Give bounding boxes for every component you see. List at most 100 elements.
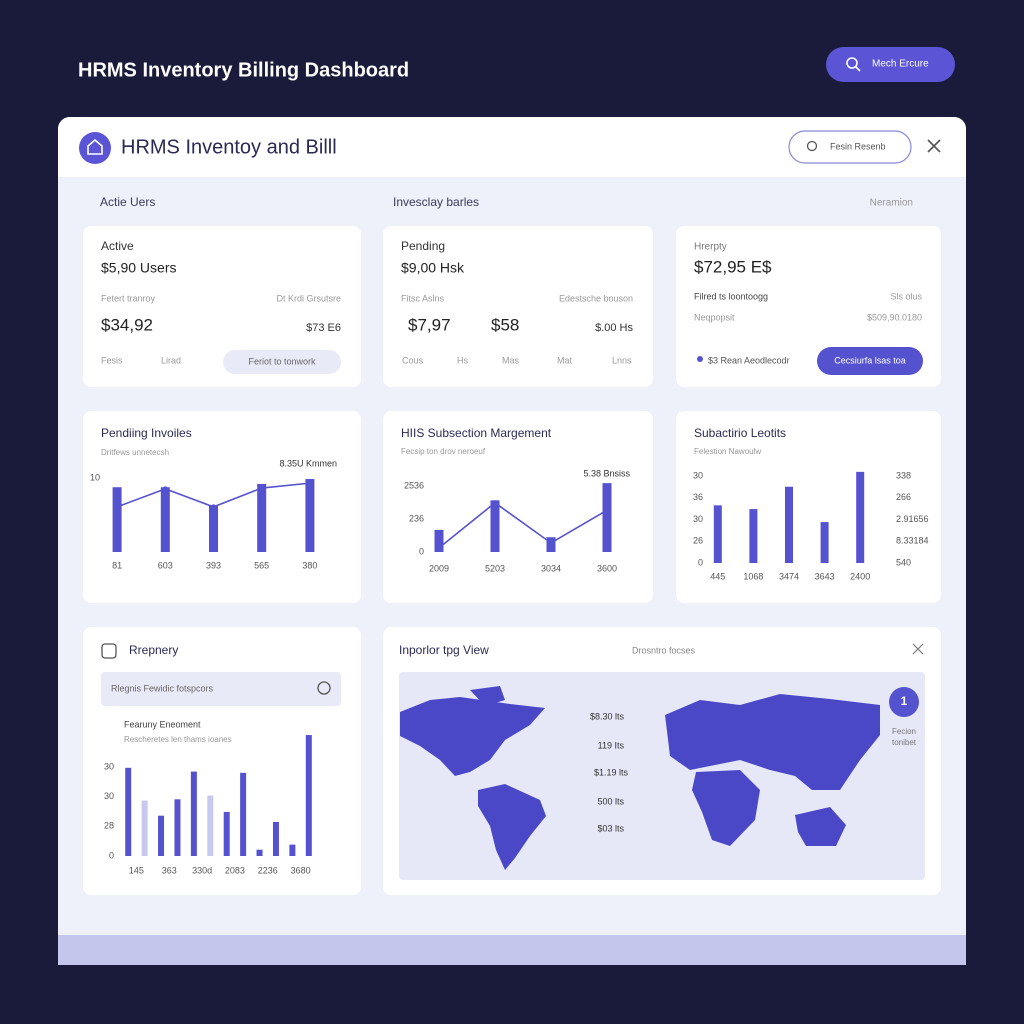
bar (160, 487, 170, 552)
y-tick-label: 2.91656 (896, 514, 929, 524)
button-label: Mech Ercure (872, 59, 929, 70)
label: $7,97 (408, 315, 451, 334)
x-tick-label: 2236 (258, 865, 278, 875)
bar (125, 767, 132, 856)
x-tick-label: 3680 (291, 865, 311, 875)
continent (400, 697, 545, 776)
label: Hrerpty (694, 242, 727, 253)
bar (174, 799, 181, 856)
section-title: Invesclay barles (393, 195, 479, 209)
bar (209, 505, 218, 552)
card (676, 226, 941, 387)
continent (795, 807, 846, 846)
card (83, 226, 361, 387)
card (83, 411, 361, 603)
bar (112, 487, 122, 552)
x-tick-label: 5203 (485, 563, 505, 573)
label: Hs (457, 355, 468, 365)
y-tick-label: 236 (409, 513, 424, 523)
line-point (548, 540, 554, 546)
label: Lirad (161, 355, 181, 365)
label: Fesis (101, 355, 123, 365)
label: Filred ts loontoogg (694, 291, 768, 301)
bar (141, 800, 148, 856)
close-button[interactable] (912, 643, 924, 655)
label: $58 (491, 315, 519, 334)
card-title: Inporlor tpg View (399, 643, 489, 657)
refresh-icon[interactable] (317, 681, 331, 695)
line (438, 501, 608, 549)
bar (713, 505, 722, 563)
map-label: $8.30 lts (590, 711, 625, 721)
search-icon (806, 140, 818, 152)
annotation: 5.38 Bnsiss (583, 468, 630, 478)
map-label: $1.19 lts (594, 767, 629, 777)
x-tick-label: 3600 (597, 563, 617, 573)
x-tick-label: 380 (302, 560, 317, 570)
line-point (114, 504, 120, 510)
y-tick-label: 10 (90, 472, 100, 482)
label: Cous (402, 355, 424, 365)
bar (257, 483, 267, 552)
window-search[interactable] (788, 130, 912, 164)
search-icon (846, 57, 858, 69)
bar (207, 795, 214, 856)
world-map (400, 686, 880, 870)
chart-title: HIIS Subsection Margement (401, 426, 552, 440)
bar (289, 844, 296, 856)
x-tick-label: 445 (710, 571, 725, 581)
close-button[interactable] (927, 139, 941, 153)
search-label: Rlegnis Fewidic fotspcors (111, 683, 214, 693)
x-tick-label: 363 (162, 865, 177, 875)
bar (749, 509, 758, 563)
continent (665, 694, 880, 790)
search-bar[interactable] (101, 672, 341, 706)
badge-caption: Fecion (892, 727, 916, 736)
chart-subtitle: Fearuny Eneoment (124, 719, 201, 729)
y-tick-label: 266 (896, 492, 911, 502)
label: $9,00 Hsk (401, 260, 465, 276)
search-icon (855, 66, 861, 72)
line-point (492, 500, 498, 506)
y-tick-label: 338 (896, 470, 911, 480)
bar (490, 500, 500, 552)
card-button[interactable] (223, 350, 341, 374)
x-tick-label: 565 (254, 560, 269, 570)
label: Mat (557, 355, 573, 365)
card-button[interactable] (817, 347, 923, 375)
bar (434, 529, 444, 552)
bar (223, 811, 230, 856)
logo-icon (87, 138, 103, 155)
badge-label: 1 (901, 694, 908, 708)
label: Neqpopsit (694, 312, 735, 322)
x-tick-label: 3034 (541, 563, 561, 573)
line-point (436, 545, 442, 551)
map-label: $03 lts (597, 823, 624, 833)
header-button[interactable] (826, 47, 955, 82)
y-tick-label: 0 (109, 850, 114, 860)
continent (478, 784, 546, 870)
annotation: 8.35U Kmmen (279, 458, 337, 468)
label: Fitsc Aslns (401, 293, 445, 303)
button-label: Cecsiurfa lsas toa (834, 355, 906, 365)
x-tick-label: 393 (206, 560, 221, 570)
page-title: HRMS Inventory Billing Dashboard (78, 59, 409, 81)
window-topbar (58, 117, 966, 177)
y-tick-label: 2536 (404, 480, 424, 490)
map-label: 500 lts (597, 796, 624, 806)
bar (305, 479, 315, 552)
map-badge[interactable] (889, 687, 919, 717)
label: Active (101, 239, 134, 253)
window-footer (58, 935, 966, 965)
chart-title: Pendiing Invoiles (101, 426, 192, 440)
user-icon (697, 356, 703, 362)
line-point (604, 507, 610, 513)
button-label: Feriot to tonwork (248, 356, 316, 366)
y-tick-label: 36 (693, 492, 703, 502)
line-point (259, 485, 265, 491)
bar (240, 772, 247, 856)
x-tick-label: 81 (112, 560, 122, 570)
x-tick-label: 2083 (225, 865, 245, 875)
window-title: HRMS Inventoy and Billl (121, 136, 337, 158)
